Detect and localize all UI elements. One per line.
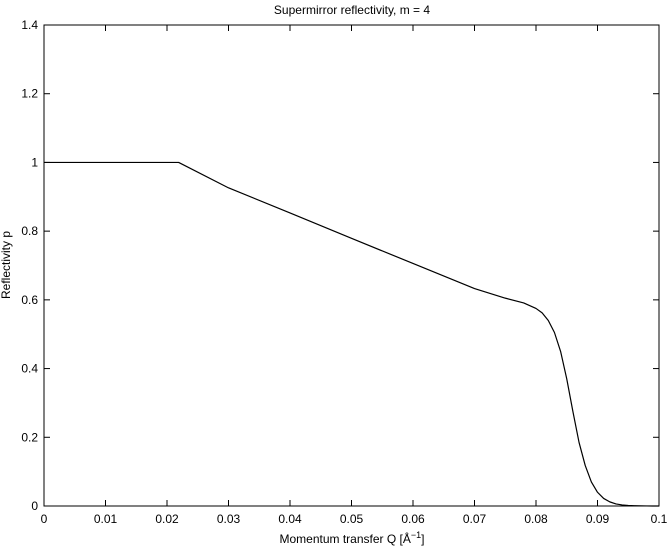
x-tick-label: 0.04 [278,512,302,526]
x-tick-label: 0.05 [340,512,364,526]
x-tick-label: 0.09 [586,512,610,526]
axes-frame [43,24,660,507]
y-tick-label: 0 [31,499,38,513]
y-tick-label: 0.4 [21,362,38,376]
x-axis-title: Momentum transfer Q [Å−1] [280,530,425,546]
x-tick-label: 0.07 [463,512,487,526]
y-axis-title: Reflectivity p [0,231,13,299]
x-tick-label: 0.1 [651,512,668,526]
x-tick-label: 0.02 [155,512,179,526]
y-tick-label: 0.8 [21,224,38,238]
x-tick-label: 0 [41,512,48,526]
x-tick-label: 0.03 [217,512,241,526]
x-axis: 0 0.01 0.02 0.03 0.04 0.05 0.06 0.07 0.08 0.09 0.1 [41,25,668,526]
chart-title: Supermirror reflectivity, m = 4 [274,3,430,17]
y-tick-label: 0.6 [21,293,38,307]
x-tick-label: 0.08 [524,512,548,526]
x-tick-label: 0.06 [401,512,425,526]
y-tick-label: 1.2 [21,87,38,101]
x-tick-label: 0.01 [94,512,118,526]
y-tick-label: 0.2 [21,430,38,444]
y-tick-label: 1.4 [21,18,38,32]
y-axis: 0 0.2 0.4 0.6 0.8 1 1.2 1.4 [21,18,659,513]
y-tick-label: 1 [31,155,38,169]
